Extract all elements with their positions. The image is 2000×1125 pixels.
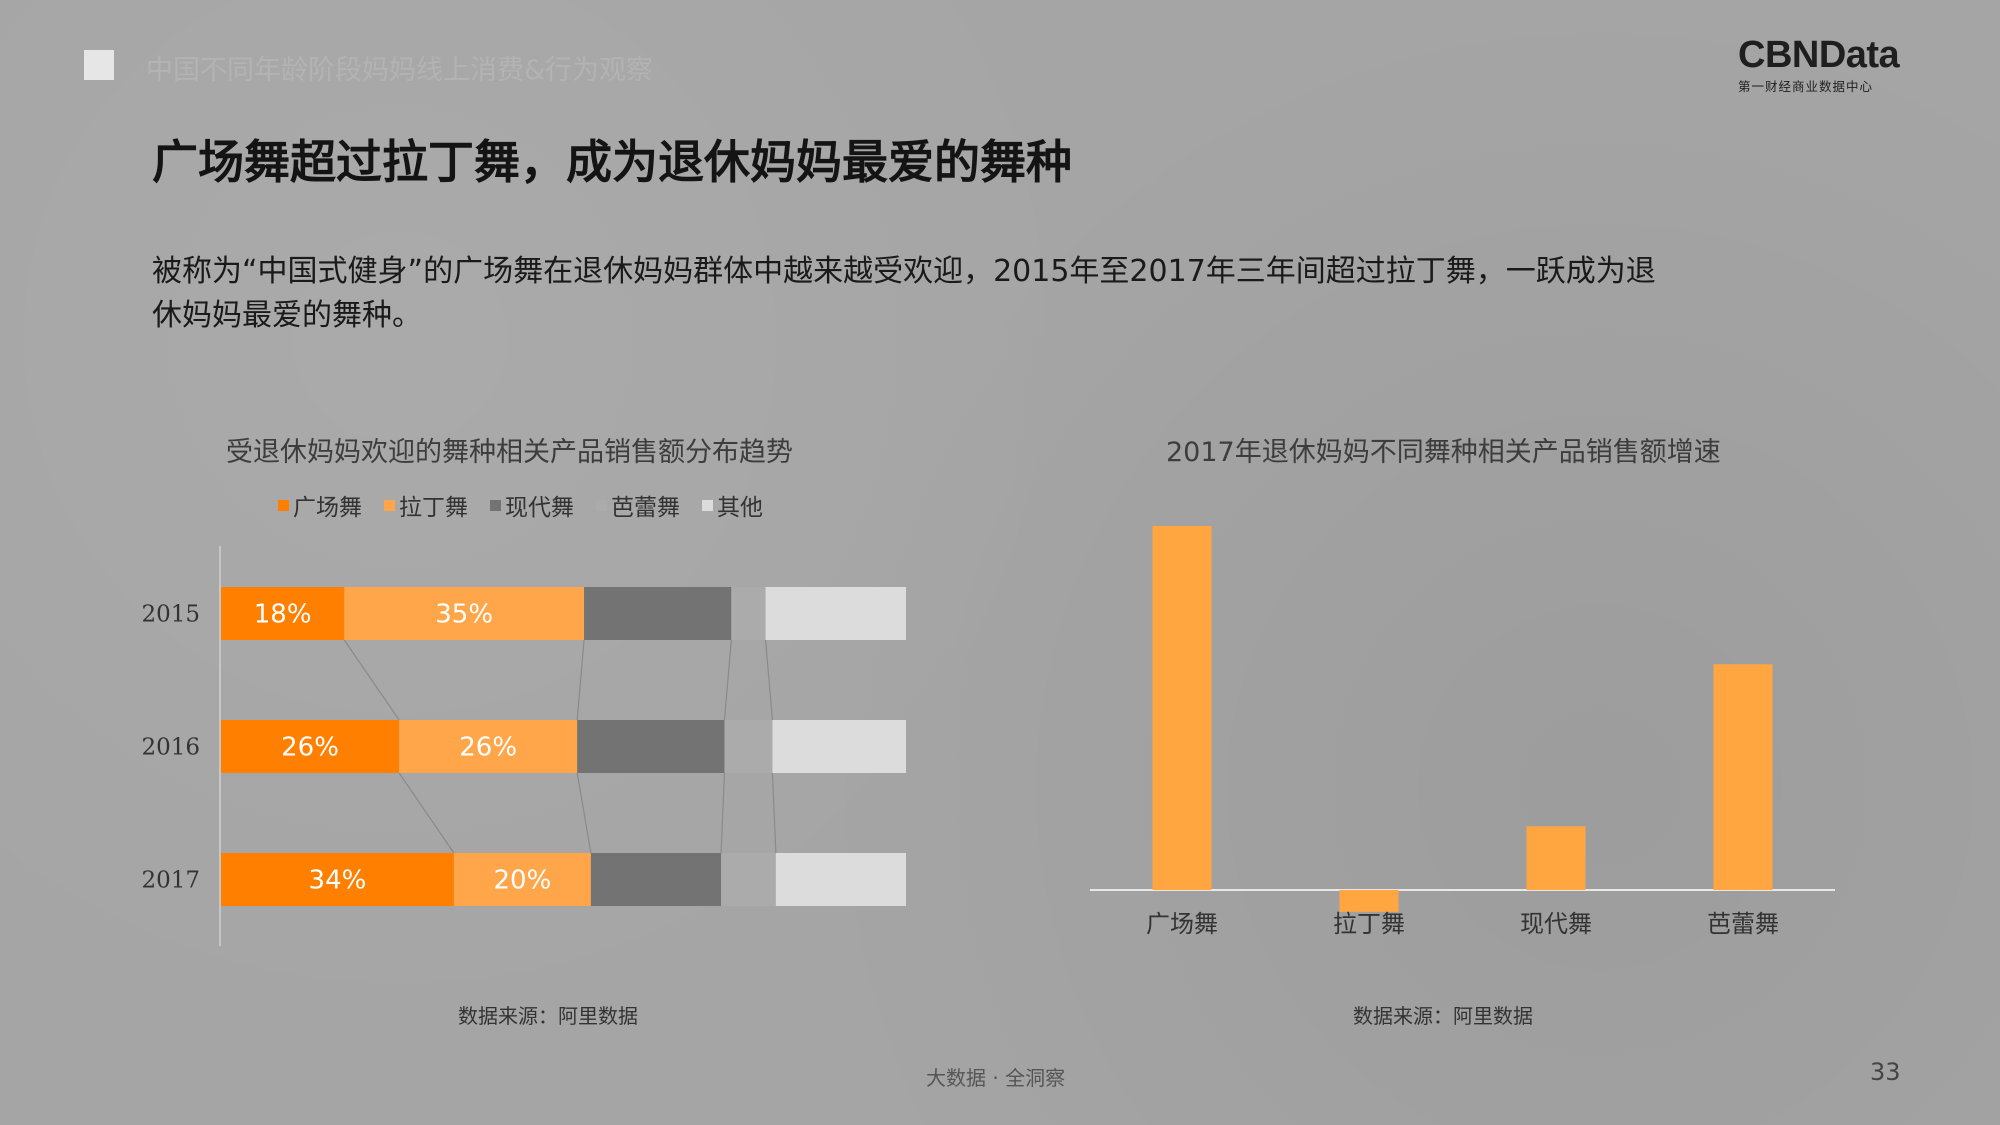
- bar-segment: [577, 720, 725, 773]
- intro-line-2: 休妈妈最爱的舞种。: [152, 298, 422, 333]
- legend-item: 现代舞: [490, 488, 574, 522]
- chart1-svg: 2015 18% 35% 2016 26% 26% 2017 34% 20%: [141, 546, 906, 946]
- data-label: 18%: [254, 600, 312, 630]
- bar-segment: [399, 720, 578, 773]
- x-tick-label: 现代舞: [1520, 910, 1592, 938]
- x-tick-label: 广场舞: [1146, 910, 1218, 938]
- bar-segment: [221, 587, 345, 640]
- footer-tagline: 大数据 · 全洞察: [926, 1066, 1066, 1090]
- growth-bar: [1152, 526, 1212, 890]
- data-label: 26%: [281, 733, 339, 763]
- growth-bar: [1713, 664, 1773, 890]
- bar-segment: [772, 720, 906, 773]
- connector-line: [576, 639, 585, 721]
- growth-bar: [1339, 890, 1399, 912]
- y-tick-label: 2017: [141, 868, 200, 894]
- connector-line: [764, 639, 774, 721]
- intro-paragraph: 被称为“中国式健身”的广场舞在退休妈妈群体中越来越受欢迎，2015年至2017年…: [152, 250, 1872, 338]
- connector-line: [576, 772, 592, 854]
- legend-swatch: [490, 499, 501, 511]
- legend-label: 芭蕾舞: [611, 495, 680, 521]
- legend-item: 芭蕾舞: [596, 488, 680, 522]
- connector-line: [398, 772, 455, 854]
- bar-segment: [765, 587, 906, 640]
- legend-label: 拉丁舞: [399, 495, 468, 521]
- chart1-legend: 广场舞 拉丁舞 现代舞 芭蕾舞 其他: [278, 488, 763, 522]
- legend-swatch: [702, 499, 713, 511]
- data-label: 35%: [435, 600, 493, 630]
- legend-label: 其他: [717, 495, 763, 521]
- legend-item: 其他: [702, 488, 763, 522]
- page-title: 广场舞超过拉丁舞，成为退休妈妈最爱的舞种: [152, 135, 1072, 189]
- chart2-source: 数据来源：阿里数据: [1353, 1004, 1533, 1028]
- bar-segment: [221, 720, 400, 773]
- x-tick-label: 芭蕾舞: [1707, 910, 1779, 938]
- chart1-source: 数据来源：阿里数据: [458, 1004, 638, 1028]
- legend-swatch: [384, 499, 395, 511]
- legend-label: 广场舞: [293, 495, 362, 521]
- bar-segment: [584, 587, 732, 640]
- bar-segment: [724, 720, 773, 773]
- chart2-svg: 广场舞 拉丁舞 现代舞 芭蕾舞: [1090, 526, 1835, 938]
- header-square-icon: [84, 50, 114, 80]
- connector-line: [771, 772, 777, 854]
- bar-segment: [221, 853, 454, 906]
- data-label: 26%: [459, 733, 517, 763]
- x-tick-label: 拉丁舞: [1333, 910, 1405, 938]
- y-tick-label: 2015: [141, 602, 200, 628]
- y-tick-label: 2016: [141, 735, 200, 761]
- bar-segment: [453, 853, 591, 906]
- data-label: 20%: [494, 866, 552, 896]
- logo-subtitle: 第一财经商业数据中心: [1738, 79, 1874, 94]
- legend-swatch: [278, 499, 289, 511]
- chart1-title: 受退休妈妈欢迎的舞种相关产品销售额分布趋势: [226, 437, 793, 468]
- growth-bar: [1526, 826, 1586, 890]
- connector-line: [343, 639, 400, 721]
- page-number: 33: [1870, 1058, 1901, 1086]
- connector-line: [723, 639, 732, 721]
- bar-segment: [590, 853, 722, 906]
- bar-segment: [775, 853, 906, 906]
- legend-swatch: [596, 499, 607, 511]
- bar-segment: [731, 587, 766, 640]
- intro-line-1: 被称为“中国式健身”的广场舞在退休妈妈群体中越来越受欢迎，2015年至2017年…: [152, 254, 1656, 289]
- connector-line: [720, 772, 726, 854]
- logo: CBNData 第一财经商业数据中心: [1738, 36, 1918, 95]
- logo-main: CBNData: [1738, 34, 1900, 76]
- data-label: 34%: [309, 866, 367, 896]
- chart2-title: 2017年退休妈妈不同舞种相关产品销售额增速: [1166, 437, 1721, 468]
- section-label: 中国不同年龄阶段妈妈线上消费&行为观察: [146, 55, 654, 86]
- legend-label: 现代舞: [505, 495, 574, 521]
- bar-segment: [344, 587, 585, 640]
- legend-item: 拉丁舞: [384, 488, 468, 522]
- bar-segment: [721, 853, 776, 906]
- legend-item: 广场舞: [278, 488, 362, 522]
